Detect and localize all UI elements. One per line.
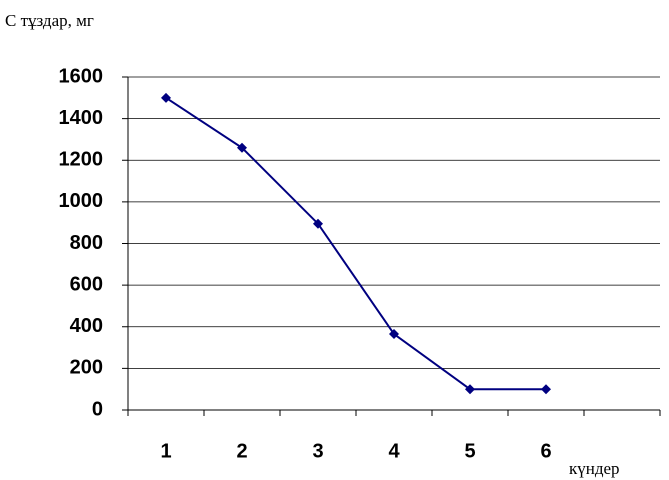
marker — [465, 384, 475, 395]
x-tick-label: 1 — [160, 440, 171, 462]
marker — [313, 218, 323, 229]
line — [165, 96, 546, 391]
y-tick-label: 1600 — [59, 65, 104, 87]
x-tick-label: 3 — [312, 440, 323, 462]
marker — [541, 384, 551, 395]
marker — [161, 92, 171, 103]
y-tick-label: 200 — [70, 357, 103, 379]
x-axis-label: күндер — [569, 459, 620, 478]
x-tick-label: 2 — [236, 440, 247, 462]
y-axis-label: С тұздар, мг — [5, 11, 94, 30]
y-tick-label: 400 — [70, 315, 103, 337]
x-tick-label: 4 — [388, 440, 400, 462]
marker — [389, 329, 399, 340]
y-tick-label: 800 — [70, 232, 103, 254]
y-tick-label: 600 — [70, 273, 103, 295]
y-tick-label: 1200 — [59, 149, 104, 171]
x-tick-label: 6 — [540, 440, 551, 462]
y-tick-label: 1000 — [59, 190, 104, 212]
y-tick-label: 1400 — [59, 107, 104, 129]
x-tick-label: 5 — [464, 440, 475, 462]
marker — [237, 142, 247, 153]
y-tick-label: 0 — [92, 398, 103, 420]
